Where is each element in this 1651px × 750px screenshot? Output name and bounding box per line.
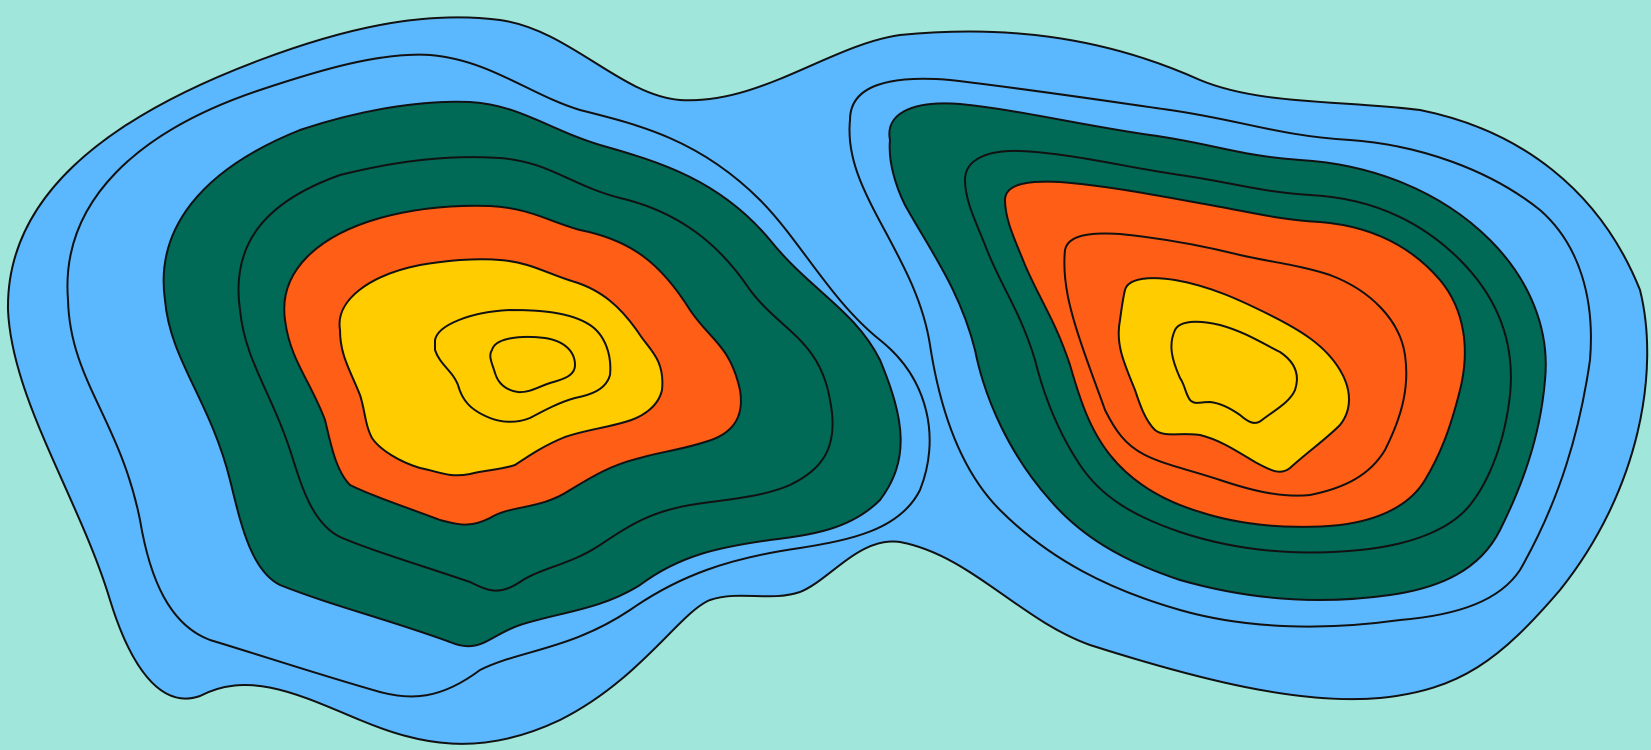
left-peak-contour-3 (237, 156, 834, 592)
right-peak-contour-5 (1063, 232, 1408, 497)
left-peak-contour-6 (434, 309, 612, 423)
left-peak-contour-5 (338, 258, 664, 477)
right-peak-contour-1 (848, 77, 1592, 628)
right-peak-contour-3 (964, 149, 1512, 554)
right-peak-contour-7 (1170, 320, 1298, 424)
left-peak-contour-7 (489, 335, 576, 394)
left-peak-contour-1 (66, 53, 931, 698)
